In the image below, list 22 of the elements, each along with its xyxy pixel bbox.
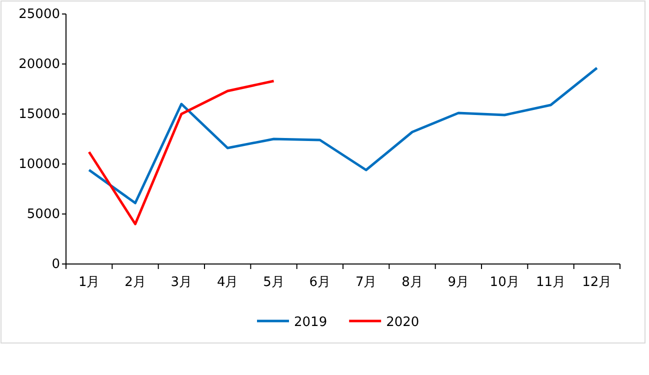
x-tick-label: 1月 bbox=[78, 275, 100, 290]
x-tick-label: 5月 bbox=[263, 275, 284, 290]
legend-label: 2020 bbox=[386, 315, 420, 330]
x-tick-label: 2月 bbox=[124, 275, 146, 290]
y-tick-label: 0 bbox=[52, 257, 60, 272]
line-series bbox=[88, 66, 598, 204]
x-tick-label: 6月 bbox=[309, 275, 331, 290]
x-tick-label: 7月 bbox=[355, 275, 377, 290]
legend-label: 2019 bbox=[294, 315, 328, 330]
y-tick-label: 25000 bbox=[18, 7, 60, 22]
x-tick-label: 12月 bbox=[582, 275, 612, 290]
x-tick-label: 3月 bbox=[170, 275, 192, 290]
y-tick-label: 20000 bbox=[18, 57, 60, 72]
x-tick-label: 9月 bbox=[448, 275, 470, 290]
y-tick-label: 5000 bbox=[26, 207, 60, 222]
y-tick-label: 15000 bbox=[18, 107, 60, 122]
x-tick-label: 8月 bbox=[402, 275, 423, 290]
x-tick-label: 4月 bbox=[216, 275, 238, 290]
line-series bbox=[88, 80, 275, 226]
y-tick-label: 10000 bbox=[18, 157, 60, 172]
x-tick-label: 11月 bbox=[536, 275, 566, 290]
x-tick-label: 10月 bbox=[490, 275, 520, 290]
